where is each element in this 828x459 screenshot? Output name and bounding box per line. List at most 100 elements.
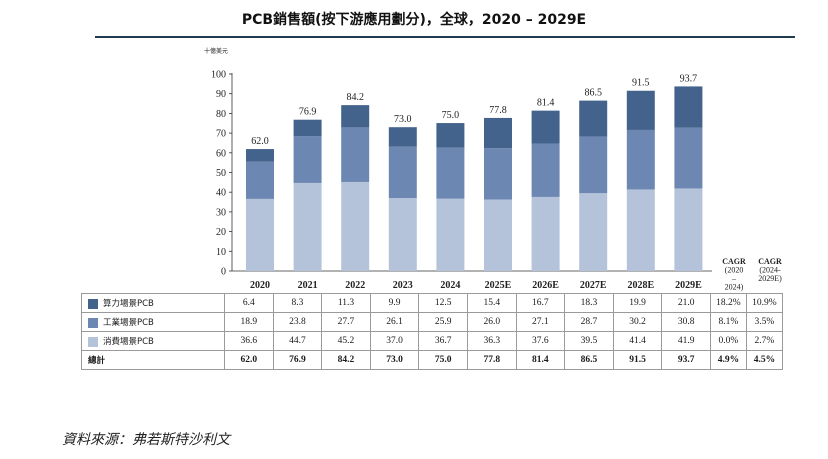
- value-cell: 28.7: [564, 312, 614, 332]
- bar-segment: [246, 161, 274, 199]
- x-tick-label: 2021: [298, 280, 318, 291]
- legend-swatch: [88, 298, 98, 309]
- bar-segment: [246, 198, 274, 271]
- value-cell: 9.9: [369, 293, 420, 313]
- value-cell: 86.5: [564, 350, 614, 370]
- value-cell: 37.0: [369, 331, 420, 351]
- y-tick-label: 90: [216, 89, 226, 100]
- y-tick-label: 0: [221, 267, 226, 278]
- value-cell: 37.6: [515, 331, 566, 351]
- total-data-label: 81.4: [537, 98, 555, 109]
- cagr-header-text: 2024): [725, 283, 744, 292]
- value-cell: 30.8: [661, 312, 711, 332]
- value-cell: 93.7: [661, 350, 711, 370]
- value-cell: 62.0: [224, 350, 274, 370]
- cagr-cell: 4.5%: [745, 350, 783, 370]
- value-cell: 26.0: [466, 312, 517, 332]
- total-data-label: 73.0: [394, 114, 412, 125]
- total-data-label: 62.0: [251, 136, 269, 147]
- bar-segment: [531, 196, 560, 271]
- value-cell: 30.2: [612, 312, 663, 332]
- value-cell: 76.9: [272, 350, 323, 370]
- bar-segment: [293, 119, 322, 137]
- row-label-cell: 工業場景PCB: [81, 312, 225, 332]
- y-tick-label: 10: [216, 247, 226, 258]
- bar-segment: [579, 136, 608, 194]
- value-cell: 39.5: [564, 331, 614, 351]
- bar-segment: [388, 198, 417, 271]
- total-data-label: 84.2: [346, 92, 364, 103]
- x-tick-label: 2029E: [675, 280, 702, 291]
- row-label: 工業場景PCB: [103, 318, 154, 328]
- value-cell: 15.4: [466, 293, 517, 313]
- table-row: 工業場景PCB 18.9 23.8 27.7 26.1 25.9 26.0 27.1 28.7 3…: [81, 312, 783, 332]
- y-tick-label: 80: [216, 109, 226, 120]
- table-row: 算力場景PCB 6.4 8.3 11.3 9.9 12.5 15.4 16.7 18.3 19.9…: [81, 293, 783, 313]
- y-tick-label: 60: [216, 148, 226, 159]
- cagr-cell: 0.0%: [709, 331, 747, 351]
- value-cell: 27.7: [321, 312, 371, 332]
- value-cell: 12.5: [418, 293, 468, 313]
- cagr-header-text: CAGR: [758, 257, 782, 266]
- value-cell: 91.5: [612, 350, 663, 370]
- cagr-header-text: CAGR: [722, 257, 746, 266]
- stacked-bar-chart: 0 10 20 30 40 50 60 70 80 90 100 62.0 2020 76.9 2021 84…: [211, 70, 782, 292]
- value-cell: 19.9: [612, 293, 663, 313]
- row-label-cell: 總計: [81, 350, 225, 370]
- value-cell: 41.4: [612, 331, 663, 351]
- cagr-cell: 18.2%: [709, 293, 747, 313]
- y-tick-label: 40: [216, 188, 226, 199]
- bar-segment: [484, 148, 512, 200]
- bar-segment: [246, 149, 274, 162]
- value-cell: 84.2: [321, 350, 371, 370]
- value-cell: 21.0: [661, 293, 711, 313]
- value-cell: 18.9: [224, 312, 274, 332]
- bar-segment: [436, 147, 465, 199]
- total-data-label: 93.7: [680, 73, 698, 84]
- bar-segment: [579, 193, 608, 271]
- bar-segment: [674, 188, 703, 271]
- y-tick-label: 100: [211, 70, 226, 81]
- x-tick-label: 2026E: [532, 280, 559, 291]
- value-cell: 36.6: [224, 331, 274, 351]
- cagr-cell: 2.7%: [745, 331, 783, 351]
- row-label-cell: 算力場景PCB: [81, 293, 225, 313]
- total-data-label: 77.8: [489, 105, 507, 116]
- legend-swatch: [88, 317, 98, 328]
- bar-segment: [436, 123, 465, 148]
- row-label: 算力場景PCB: [103, 299, 154, 309]
- cagr-cell: 3.5%: [745, 312, 783, 332]
- value-cell: 44.7: [272, 331, 323, 351]
- x-tick-label: 2025E: [485, 280, 512, 291]
- y-tick-label: 20: [216, 227, 226, 238]
- cagr-cell: 4.9%: [709, 350, 747, 370]
- chart-title: PCB銷售額(按下游應用劃分)，全球，2020 – 2029E: [241, 12, 587, 28]
- cagr-header-text: (2020: [725, 266, 744, 275]
- value-cell: 36.7: [418, 331, 468, 351]
- bar-segment: [531, 110, 560, 144]
- x-tick-label: 2023: [393, 280, 413, 291]
- legend-swatch: [88, 336, 98, 347]
- value-cell: 73.0: [369, 350, 420, 370]
- bar-segment: [388, 127, 417, 147]
- value-cell: 75.0: [418, 350, 468, 370]
- total-data-label: 91.5: [632, 78, 650, 89]
- value-cell: 18.3: [564, 293, 614, 313]
- bar-segment: [293, 136, 322, 183]
- value-cell: 25.9: [418, 312, 468, 332]
- y-tick-label: 50: [216, 168, 226, 179]
- value-cell: 11.3: [321, 293, 371, 313]
- value-cell: 6.4: [224, 293, 274, 313]
- bar-segment: [674, 127, 703, 189]
- row-label-cell: 消費場景PCB: [81, 331, 225, 351]
- value-cell: 77.8: [466, 350, 517, 370]
- total-data-label: 75.0: [442, 110, 460, 121]
- bar-segment: [388, 146, 417, 199]
- value-cell: 16.7: [515, 293, 566, 313]
- table-total-row: 總計 62.0 76.9 84.2 73.0 75.0 77.8 81.4 86.5 91.5 93…: [81, 350, 783, 370]
- source-note: 資料來源：弗若斯特沙利文: [62, 432, 230, 448]
- total-data-label: 86.5: [584, 88, 602, 99]
- row-label: 總計: [88, 356, 106, 366]
- title-rule: [95, 36, 795, 38]
- bar-segment: [436, 198, 465, 271]
